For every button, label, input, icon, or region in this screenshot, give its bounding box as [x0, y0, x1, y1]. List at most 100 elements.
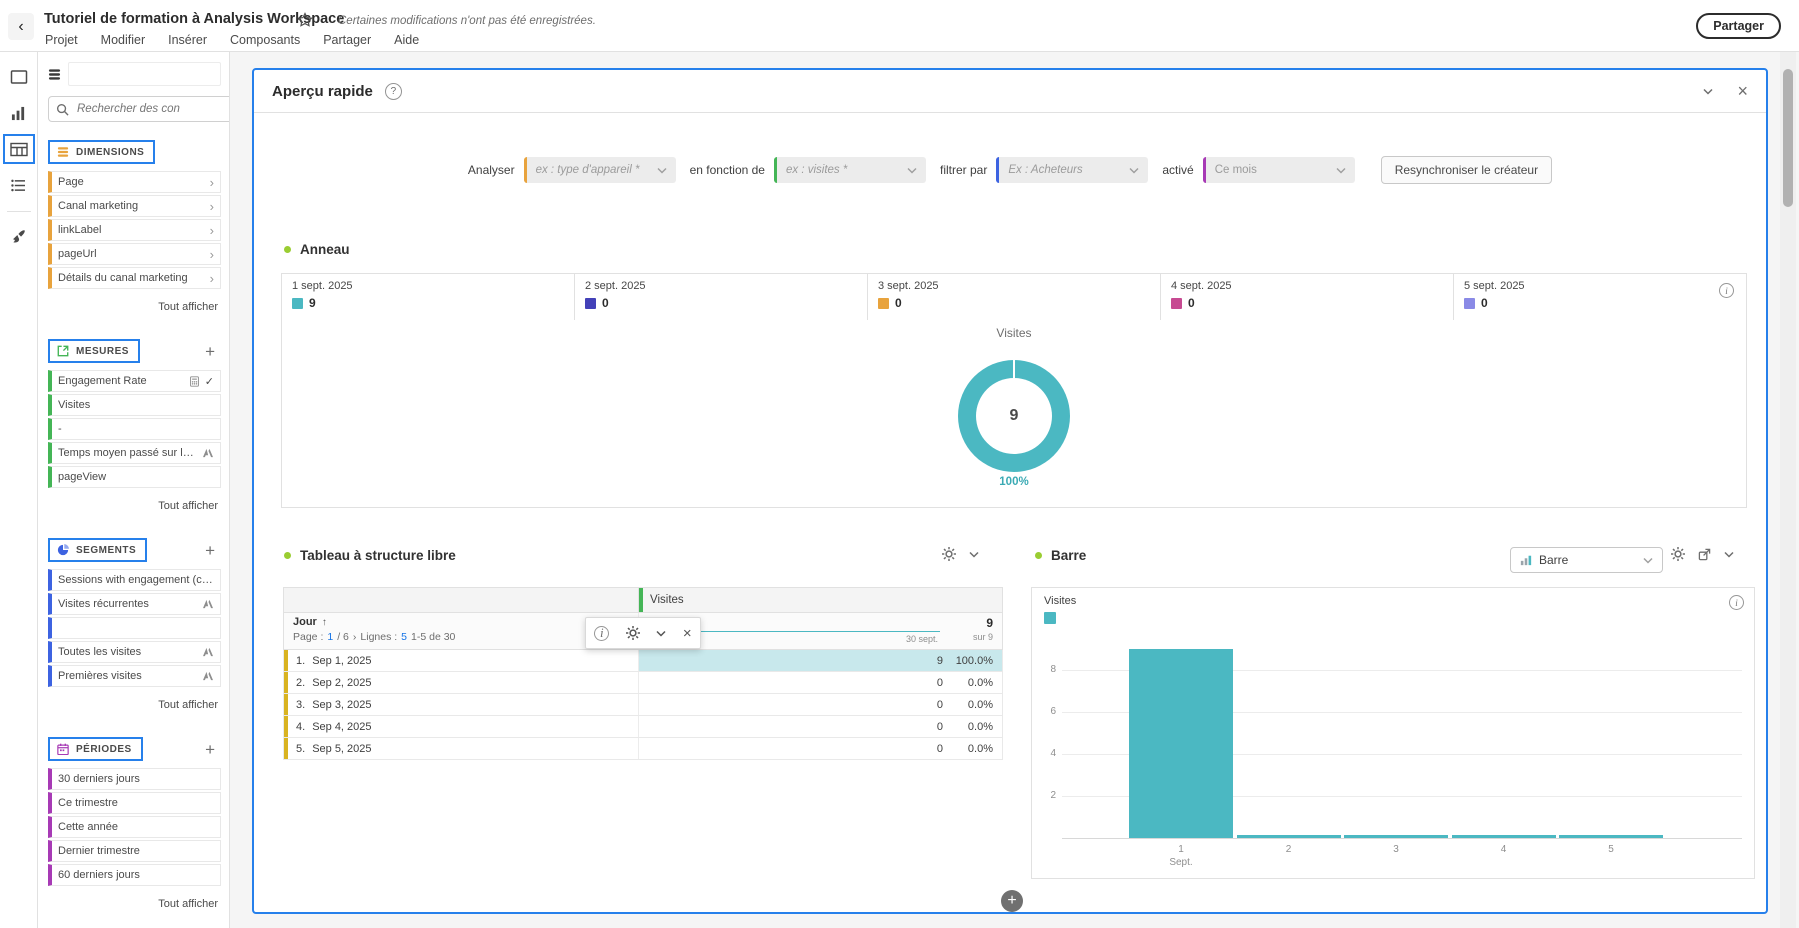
show-all-segments[interactable]: Tout afficher	[158, 699, 218, 711]
legend-cell[interactable]: 1 sept. 2025 9	[282, 274, 575, 320]
component-item[interactable]: Détails du canal marketing ›	[48, 267, 221, 289]
legend-cell[interactable]: 2 sept. 2025 0	[575, 274, 868, 320]
scrollbar-thumb[interactable]	[1783, 69, 1793, 207]
component-item[interactable]: Sessions with engagement (cu…	[48, 569, 221, 591]
info-icon[interactable]: i	[594, 625, 610, 641]
add-mesures-button[interactable]: +	[205, 341, 215, 361]
info-icon[interactable]: i	[1729, 595, 1744, 610]
table-row[interactable]: 4. Sep 4, 2025 0 0.0%	[283, 716, 1003, 738]
table-icon[interactable]	[2, 134, 35, 164]
component-item[interactable]: Ce trimestre	[48, 792, 221, 814]
components-list-icon[interactable]	[4, 171, 34, 199]
star-icon[interactable]	[297, 12, 313, 28]
table-row[interactable]: 5. Sep 5, 2025 0 0.0%	[283, 738, 1003, 760]
component-item[interactable]: Visites	[48, 394, 221, 416]
gear-icon[interactable]	[1671, 547, 1685, 561]
periodes-chip[interactable]: PÉRIODES	[48, 737, 143, 761]
chevron-down-icon[interactable]	[969, 551, 979, 558]
collapse-panel-icon[interactable]	[1703, 88, 1714, 95]
y-tick-label: 6	[1050, 706, 1056, 717]
bar-1[interactable]	[1129, 649, 1233, 838]
chevron-down-icon[interactable]	[1724, 551, 1734, 558]
bar-chart-icon[interactable]	[4, 99, 34, 127]
dimensions-chip[interactable]: DIMENSIONS	[48, 140, 156, 164]
component-item[interactable]: Canal marketing ›	[48, 195, 221, 217]
component-item[interactable]: Visites récurrentes	[48, 593, 221, 615]
chevron-down-icon[interactable]	[656, 630, 666, 637]
scrollbar-track[interactable]	[1780, 52, 1796, 928]
share-button[interactable]: Partager	[1696, 13, 1781, 39]
builder-group: activé Ce mois	[1162, 157, 1355, 183]
legend-cell[interactable]: 3 sept. 2025 0	[868, 274, 1161, 320]
show-all-periodes[interactable]: Tout afficher	[158, 898, 218, 910]
builder-dropdown[interactable]: ex : type d'appareil *	[523, 157, 676, 183]
report-suite-input[interactable]	[68, 62, 221, 86]
viz-type-selector[interactable]: Barre	[1510, 547, 1663, 573]
brush-icon[interactable]	[4, 222, 34, 250]
table-row[interactable]: 1. Sep 1, 2025 9 100.0%	[283, 650, 1003, 672]
component-item[interactable]: pageView	[48, 466, 221, 488]
component-item[interactable]: Page ›	[48, 171, 221, 193]
table-row[interactable]: 3. Sep 3, 2025 0 0.0%	[283, 694, 1003, 716]
help-icon[interactable]: ?	[384, 82, 402, 100]
resync-button[interactable]: Resynchroniser le créateur	[1380, 156, 1553, 184]
component-item[interactable]: Premières visites	[48, 665, 221, 687]
component-item[interactable]: 30 derniers jours	[48, 768, 221, 790]
sort-ascending-icon[interactable]: ↑	[321, 616, 327, 628]
analytics-icon	[202, 671, 214, 681]
menu-item-composants[interactable]: Composants	[230, 33, 301, 47]
bar-4[interactable]	[1451, 835, 1556, 838]
component-search[interactable]	[48, 96, 229, 122]
menu-item-insérer[interactable]: Insérer	[168, 33, 208, 47]
component-item[interactable]: 60 derniers jours	[48, 864, 221, 886]
bar-3[interactable]	[1344, 835, 1448, 838]
info-icon[interactable]: i	[1719, 283, 1734, 298]
bar-2[interactable]	[1236, 835, 1341, 838]
menu-item-aide[interactable]: Aide	[394, 33, 420, 47]
menu-item-partager[interactable]: Partager	[323, 33, 372, 47]
expand-icon[interactable]	[1698, 548, 1711, 561]
component-item[interactable]: Cette année	[48, 816, 221, 838]
table-corner-cell[interactable]	[284, 588, 639, 612]
dimension-header[interactable]: Jour ↑	[293, 616, 638, 628]
component-item[interactable]: pageUrl ›	[48, 243, 221, 265]
table-row[interactable]: 2. Sep 2, 2025 0 0.0%	[283, 672, 1003, 694]
component-item[interactable]	[48, 617, 221, 639]
show-all-mesures[interactable]: Tout afficher	[158, 500, 218, 512]
panel-header-actions: ×	[1703, 81, 1748, 102]
component-item[interactable]: Dernier trimestre	[48, 840, 221, 862]
add-segments-button[interactable]: +	[205, 540, 215, 560]
component-item[interactable]: Temps moyen passé sur le…	[48, 442, 221, 464]
close-icon[interactable]: ×	[682, 624, 692, 642]
menu-item-modifier[interactable]: Modifier	[100, 33, 146, 47]
rows-count-link[interactable]: 5	[401, 631, 408, 643]
gear-icon[interactable]	[942, 547, 956, 561]
menu-item-projet[interactable]: Projet	[45, 33, 78, 47]
builder-dropdown[interactable]: ex : visites *	[773, 157, 926, 183]
component-item[interactable]: Engagement Rate ✓	[48, 370, 221, 392]
back-button[interactable]: ‹	[8, 13, 34, 40]
gear-icon[interactable]	[625, 626, 640, 640]
legend-cell[interactable]: 5 sept. 2025 0	[1454, 274, 1746, 320]
row-value: 9	[936, 654, 943, 667]
component-item[interactable]: -	[48, 418, 221, 440]
segments-chip[interactable]: SEGMENTS	[48, 538, 148, 562]
mesures-chip[interactable]: MESURES	[48, 339, 140, 363]
next-page-icon[interactable]: ›	[352, 631, 357, 643]
add-visualization-button[interactable]: +	[1001, 890, 1023, 912]
close-panel-icon[interactable]: ×	[1737, 80, 1748, 101]
builder-dropdown[interactable]: Ce mois	[1202, 157, 1355, 183]
legend-cell[interactable]: 4 sept. 2025 0	[1161, 274, 1454, 320]
bar-5[interactable]	[1559, 835, 1663, 838]
table-column-visites[interactable]: Visites	[639, 588, 1002, 612]
builder-dropdown[interactable]: Ex : Acheteurs	[996, 157, 1149, 183]
bar-legend-swatch[interactable]	[1044, 612, 1056, 624]
show-all-dimensions[interactable]: Tout afficher	[158, 301, 218, 313]
search-input[interactable]	[75, 102, 229, 116]
component-item[interactable]: Toutes les visites	[48, 641, 221, 663]
component-item[interactable]: linkLabel ›	[48, 219, 221, 241]
panel-icon[interactable]	[4, 63, 34, 91]
add-periodes-button[interactable]: +	[205, 739, 215, 759]
page-number-link[interactable]: 1	[327, 631, 334, 643]
donut-chart[interactable]: 9	[958, 360, 1070, 472]
